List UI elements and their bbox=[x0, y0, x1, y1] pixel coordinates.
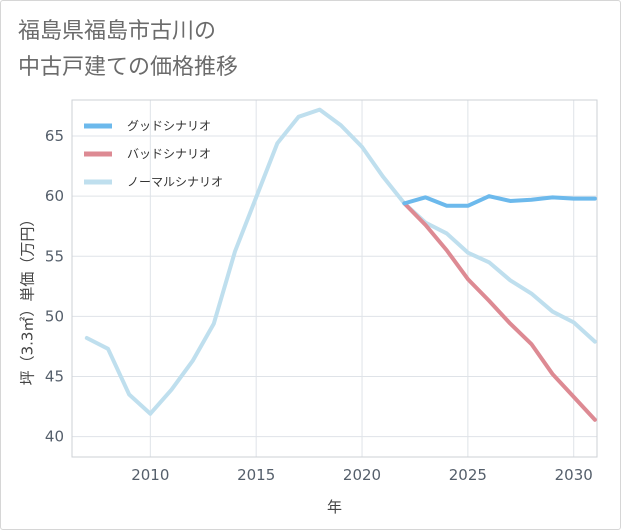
series-line-2 bbox=[84, 107, 597, 416]
y-tick-label-45: 45 bbox=[45, 367, 64, 385]
x-tick-label-2020: 2020 bbox=[343, 466, 381, 484]
legend-label-2: ノーマルシナリオ bbox=[127, 175, 223, 189]
chart-title-line-2: 中古戸建ての価格推移 bbox=[18, 55, 239, 80]
chart-title: 福島県福島市古川の 中古戸建ての価格推移 bbox=[18, 14, 238, 86]
x-tick-label-2015: 2015 bbox=[237, 466, 275, 484]
legend-label-1: バッドシナリオ bbox=[127, 147, 211, 161]
tick-labels: 2010 2015 2020 2025 2030 40 45 50 55 60 65 bbox=[45, 127, 593, 484]
legend-label-0: グッドシナリオ bbox=[127, 119, 211, 133]
y-tick-label-55: 55 bbox=[45, 247, 64, 265]
plot-area-border bbox=[71, 99, 598, 458]
y-tick-label-65: 65 bbox=[45, 127, 64, 145]
series-line-0 bbox=[402, 194, 597, 208]
x-tick-label-2010: 2010 bbox=[131, 466, 169, 484]
y-tick-label-40: 40 bbox=[45, 428, 64, 446]
x-tick-label-2030: 2030 bbox=[555, 466, 593, 484]
series-line-1 bbox=[402, 201, 597, 422]
x-tick-label-2025: 2025 bbox=[449, 466, 487, 484]
y-axis-label: 坪（3.3㎡）単価（万円） bbox=[19, 212, 37, 386]
series-lines bbox=[84, 107, 597, 422]
y-tick-label-50: 50 bbox=[45, 307, 64, 325]
y-tick-label-60: 60 bbox=[45, 187, 64, 205]
x-axis-label: 年 bbox=[327, 498, 342, 516]
chart-title-line-1: 福島県福島市古川の bbox=[18, 19, 217, 44]
